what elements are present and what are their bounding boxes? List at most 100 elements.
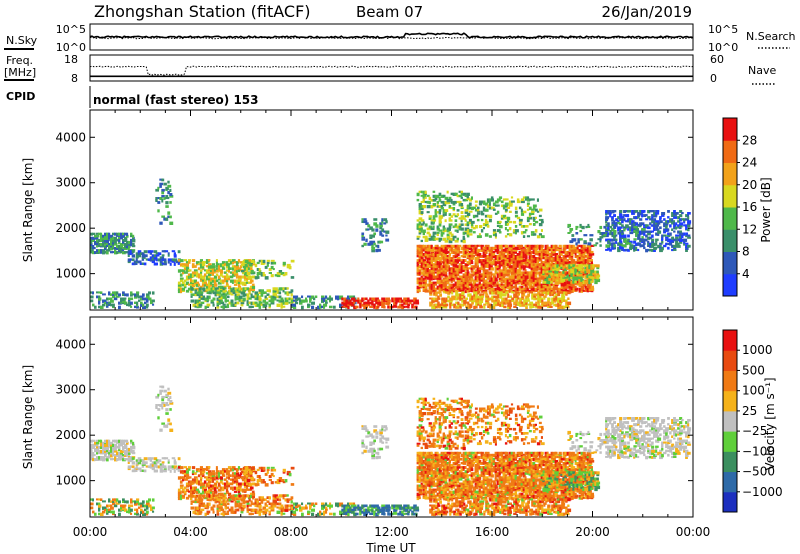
velocity-cell [211,486,215,490]
power-cell [260,261,265,265]
power-cell [452,279,456,282]
power-cell [466,207,471,210]
power-cell [552,276,555,280]
velocity-cell [159,463,164,466]
velocity-cell [127,459,131,462]
power-cell [444,261,448,265]
power-cell [456,244,459,248]
power-cell [540,244,544,248]
power-cell [550,287,554,291]
velocity-cell [163,469,167,473]
power-cell [424,255,429,259]
power-cell [470,206,474,211]
power-cell [594,278,598,281]
power-cell [379,226,383,230]
power-cell [504,216,509,220]
power-cell [530,231,535,234]
power-cell [131,254,135,258]
power-cell [488,261,492,264]
power-cell [464,219,467,222]
power-cell [554,287,558,291]
power-cell [576,261,579,264]
power-cell [490,246,494,250]
power-cell [685,224,689,228]
power-cell [562,250,567,254]
power-cell [215,261,218,264]
power-cell [510,255,514,259]
power-cell [683,238,688,242]
power-cell [135,258,138,262]
power-cell [440,267,444,270]
power-cell [520,212,525,216]
power-cell [572,246,576,250]
power-cell [574,248,577,252]
power-cell [647,242,651,246]
power-cell [475,301,480,305]
velocity-cell [195,488,200,491]
power-cell [288,265,292,270]
velocity-cell [106,456,109,459]
power-cell [442,203,447,207]
power-cell [641,210,645,214]
power-cell [494,204,498,207]
power-cell [484,283,488,287]
power-cell [554,275,558,279]
power-cell [171,258,175,261]
power-cell [438,283,442,287]
power-cell [137,254,142,258]
power-cell [508,250,512,255]
power-cell [588,274,591,278]
power-cell [526,202,530,205]
power-cell [246,287,250,291]
power-cell [247,287,251,291]
velocity-cell [165,404,170,407]
power-cell [523,301,527,304]
velocity-cell [122,498,125,501]
power-cell [576,257,581,260]
power-cell [468,255,472,257]
power-cell [100,291,103,294]
power-cell [441,297,445,301]
power-cell [474,214,479,218]
power-cell [467,303,470,306]
power-cell [561,299,565,302]
power-cell [492,231,497,234]
power-cell [500,255,504,258]
power-cell [245,267,249,271]
power-cell [500,253,505,256]
power-cell [588,270,592,274]
power-cell [96,232,99,235]
power-cell [687,212,691,215]
power-cell [375,305,379,310]
power-cell [488,283,493,287]
power-cell [106,245,110,247]
velocity-cell [173,465,177,469]
power-cell [426,273,431,277]
power-cell [323,305,326,309]
velocity-cell [201,472,205,476]
power-cell [444,287,449,291]
power-cell [438,239,441,243]
power-cell [448,287,451,290]
power-cell [403,299,407,303]
power-cell [580,246,585,250]
power-cell [520,287,523,291]
power-cell [224,287,227,290]
power-cell [569,240,574,244]
power-cell [413,301,416,305]
power-cell [231,267,235,271]
power-cell [552,259,556,263]
power-cell [240,270,245,273]
power-cell [442,273,446,277]
power-cell [460,211,464,214]
power-cell [613,214,616,217]
power-cell [418,244,422,248]
power-cell [488,287,492,290]
power-cell [500,244,504,249]
power-cell [488,202,491,206]
power-cell [240,303,244,307]
power-cell [498,255,503,258]
velocity-cell [110,506,114,510]
power-cell [550,283,553,286]
velocity-cell [177,457,181,461]
